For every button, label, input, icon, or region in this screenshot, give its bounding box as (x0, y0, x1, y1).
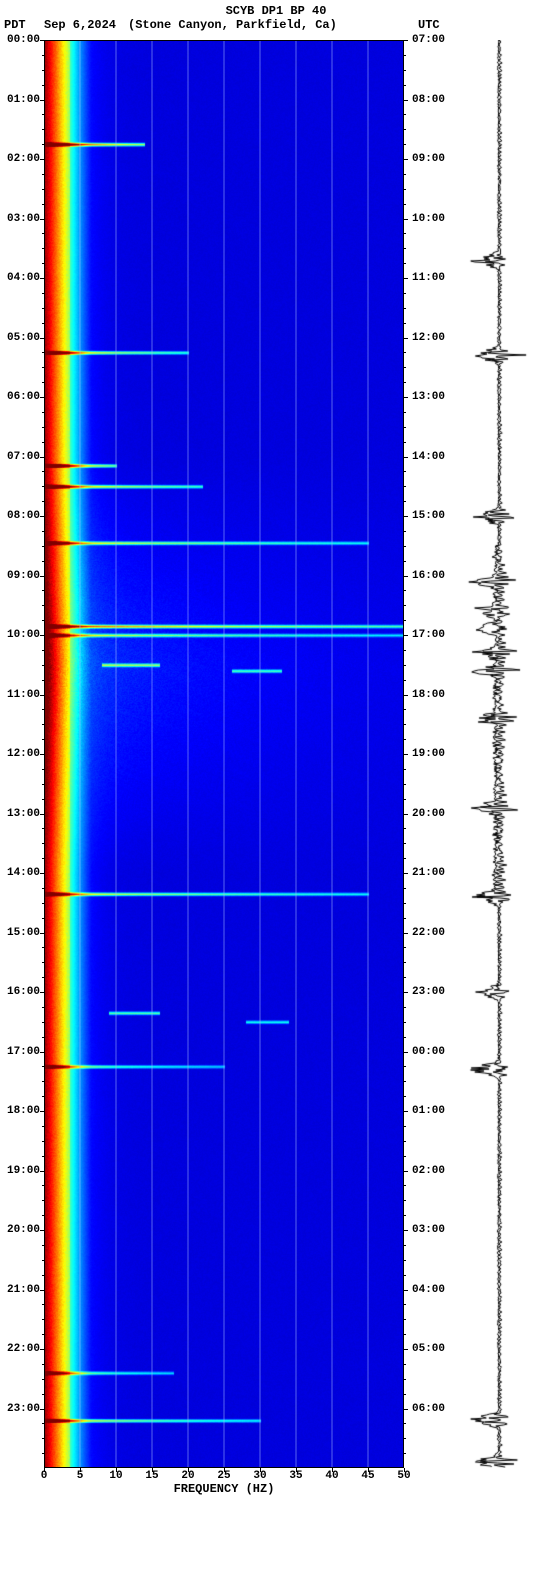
y-tick-right-label: 18:00 (412, 689, 445, 701)
y-tick-left-label: 01:00 (7, 94, 40, 106)
y-tick-left-label: 02:00 (7, 153, 40, 165)
y-tick-left-label: 05:00 (7, 332, 40, 344)
y-tick-left-label: 10:00 (7, 629, 40, 641)
y-tick-right-label: 08:00 (412, 94, 445, 106)
y-tick-left-label: 20:00 (7, 1224, 40, 1236)
y-tick-right-label: 12:00 (412, 332, 445, 344)
x-axis-label: FREQUENCY (HZ) (44, 1482, 404, 1496)
y-tick-right-label: 02:00 (412, 1165, 445, 1177)
y-tick-left-label: 07:00 (7, 451, 40, 463)
y-tick-left-label: 00:00 (7, 34, 40, 46)
y-tick-right-label: 17:00 (412, 629, 445, 641)
y-tick-right-label: 20:00 (412, 808, 445, 820)
y-tick-left-label: 18:00 (7, 1105, 40, 1117)
spectrogram-plot (44, 40, 404, 1468)
y-tick-right-label: 01:00 (412, 1105, 445, 1117)
y-tick-left-label: 03:00 (7, 213, 40, 225)
tz-left-label: PDT (4, 18, 26, 32)
y-tick-right-label: 00:00 (412, 1046, 445, 1058)
y-tick-left-label: 11:00 (7, 689, 40, 701)
figure-container: SCYB DP1 BP 40 PDT Sep 6,2024 (Stone Can… (0, 0, 552, 1584)
y-tick-right-label: 04:00 (412, 1284, 445, 1296)
y-tick-right-label: 11:00 (412, 272, 445, 284)
y-tick-left-label: 08:00 (7, 510, 40, 522)
y-tick-left-label: 15:00 (7, 927, 40, 939)
y-tick-right-label: 05:00 (412, 1343, 445, 1355)
y-tick-right-label: 07:00 (412, 34, 445, 46)
seismogram-panel (460, 40, 540, 1468)
y-tick-right-label: 19:00 (412, 748, 445, 760)
y-tick-left-label: 23:00 (7, 1403, 40, 1415)
y-tick-right-label: 14:00 (412, 451, 445, 463)
tz-right-label: UTC (418, 18, 440, 32)
y-tick-left-label: 04:00 (7, 272, 40, 284)
y-tick-left-label: 06:00 (7, 391, 40, 403)
y-tick-right-label: 21:00 (412, 867, 445, 879)
y-tick-left-label: 16:00 (7, 986, 40, 998)
y-tick-left-label: 17:00 (7, 1046, 40, 1058)
y-tick-right-label: 13:00 (412, 391, 445, 403)
y-tick-right-label: 09:00 (412, 153, 445, 165)
y-tick-left-label: 21:00 (7, 1284, 40, 1296)
y-tick-right-label: 06:00 (412, 1403, 445, 1415)
date-label: Sep 6,2024 (44, 18, 116, 32)
y-tick-left-label: 13:00 (7, 808, 40, 820)
y-tick-left-label: 19:00 (7, 1165, 40, 1177)
y-tick-left-label: 14:00 (7, 867, 40, 879)
station-title: SCYB DP1 BP 40 (0, 4, 552, 18)
y-tick-right-label: 15:00 (412, 510, 445, 522)
y-tick-left-label: 12:00 (7, 748, 40, 760)
y-tick-left-label: 09:00 (7, 570, 40, 582)
y-tick-right-label: 10:00 (412, 213, 445, 225)
seismogram-canvas (460, 40, 540, 1468)
spectrogram-canvas (44, 40, 404, 1468)
y-tick-right-label: 16:00 (412, 570, 445, 582)
y-tick-right-label: 23:00 (412, 986, 445, 998)
y-tick-left-label: 22:00 (7, 1343, 40, 1355)
y-tick-right-label: 22:00 (412, 927, 445, 939)
station-location: (Stone Canyon, Parkfield, Ca) (128, 18, 337, 32)
y-tick-right-label: 03:00 (412, 1224, 445, 1236)
